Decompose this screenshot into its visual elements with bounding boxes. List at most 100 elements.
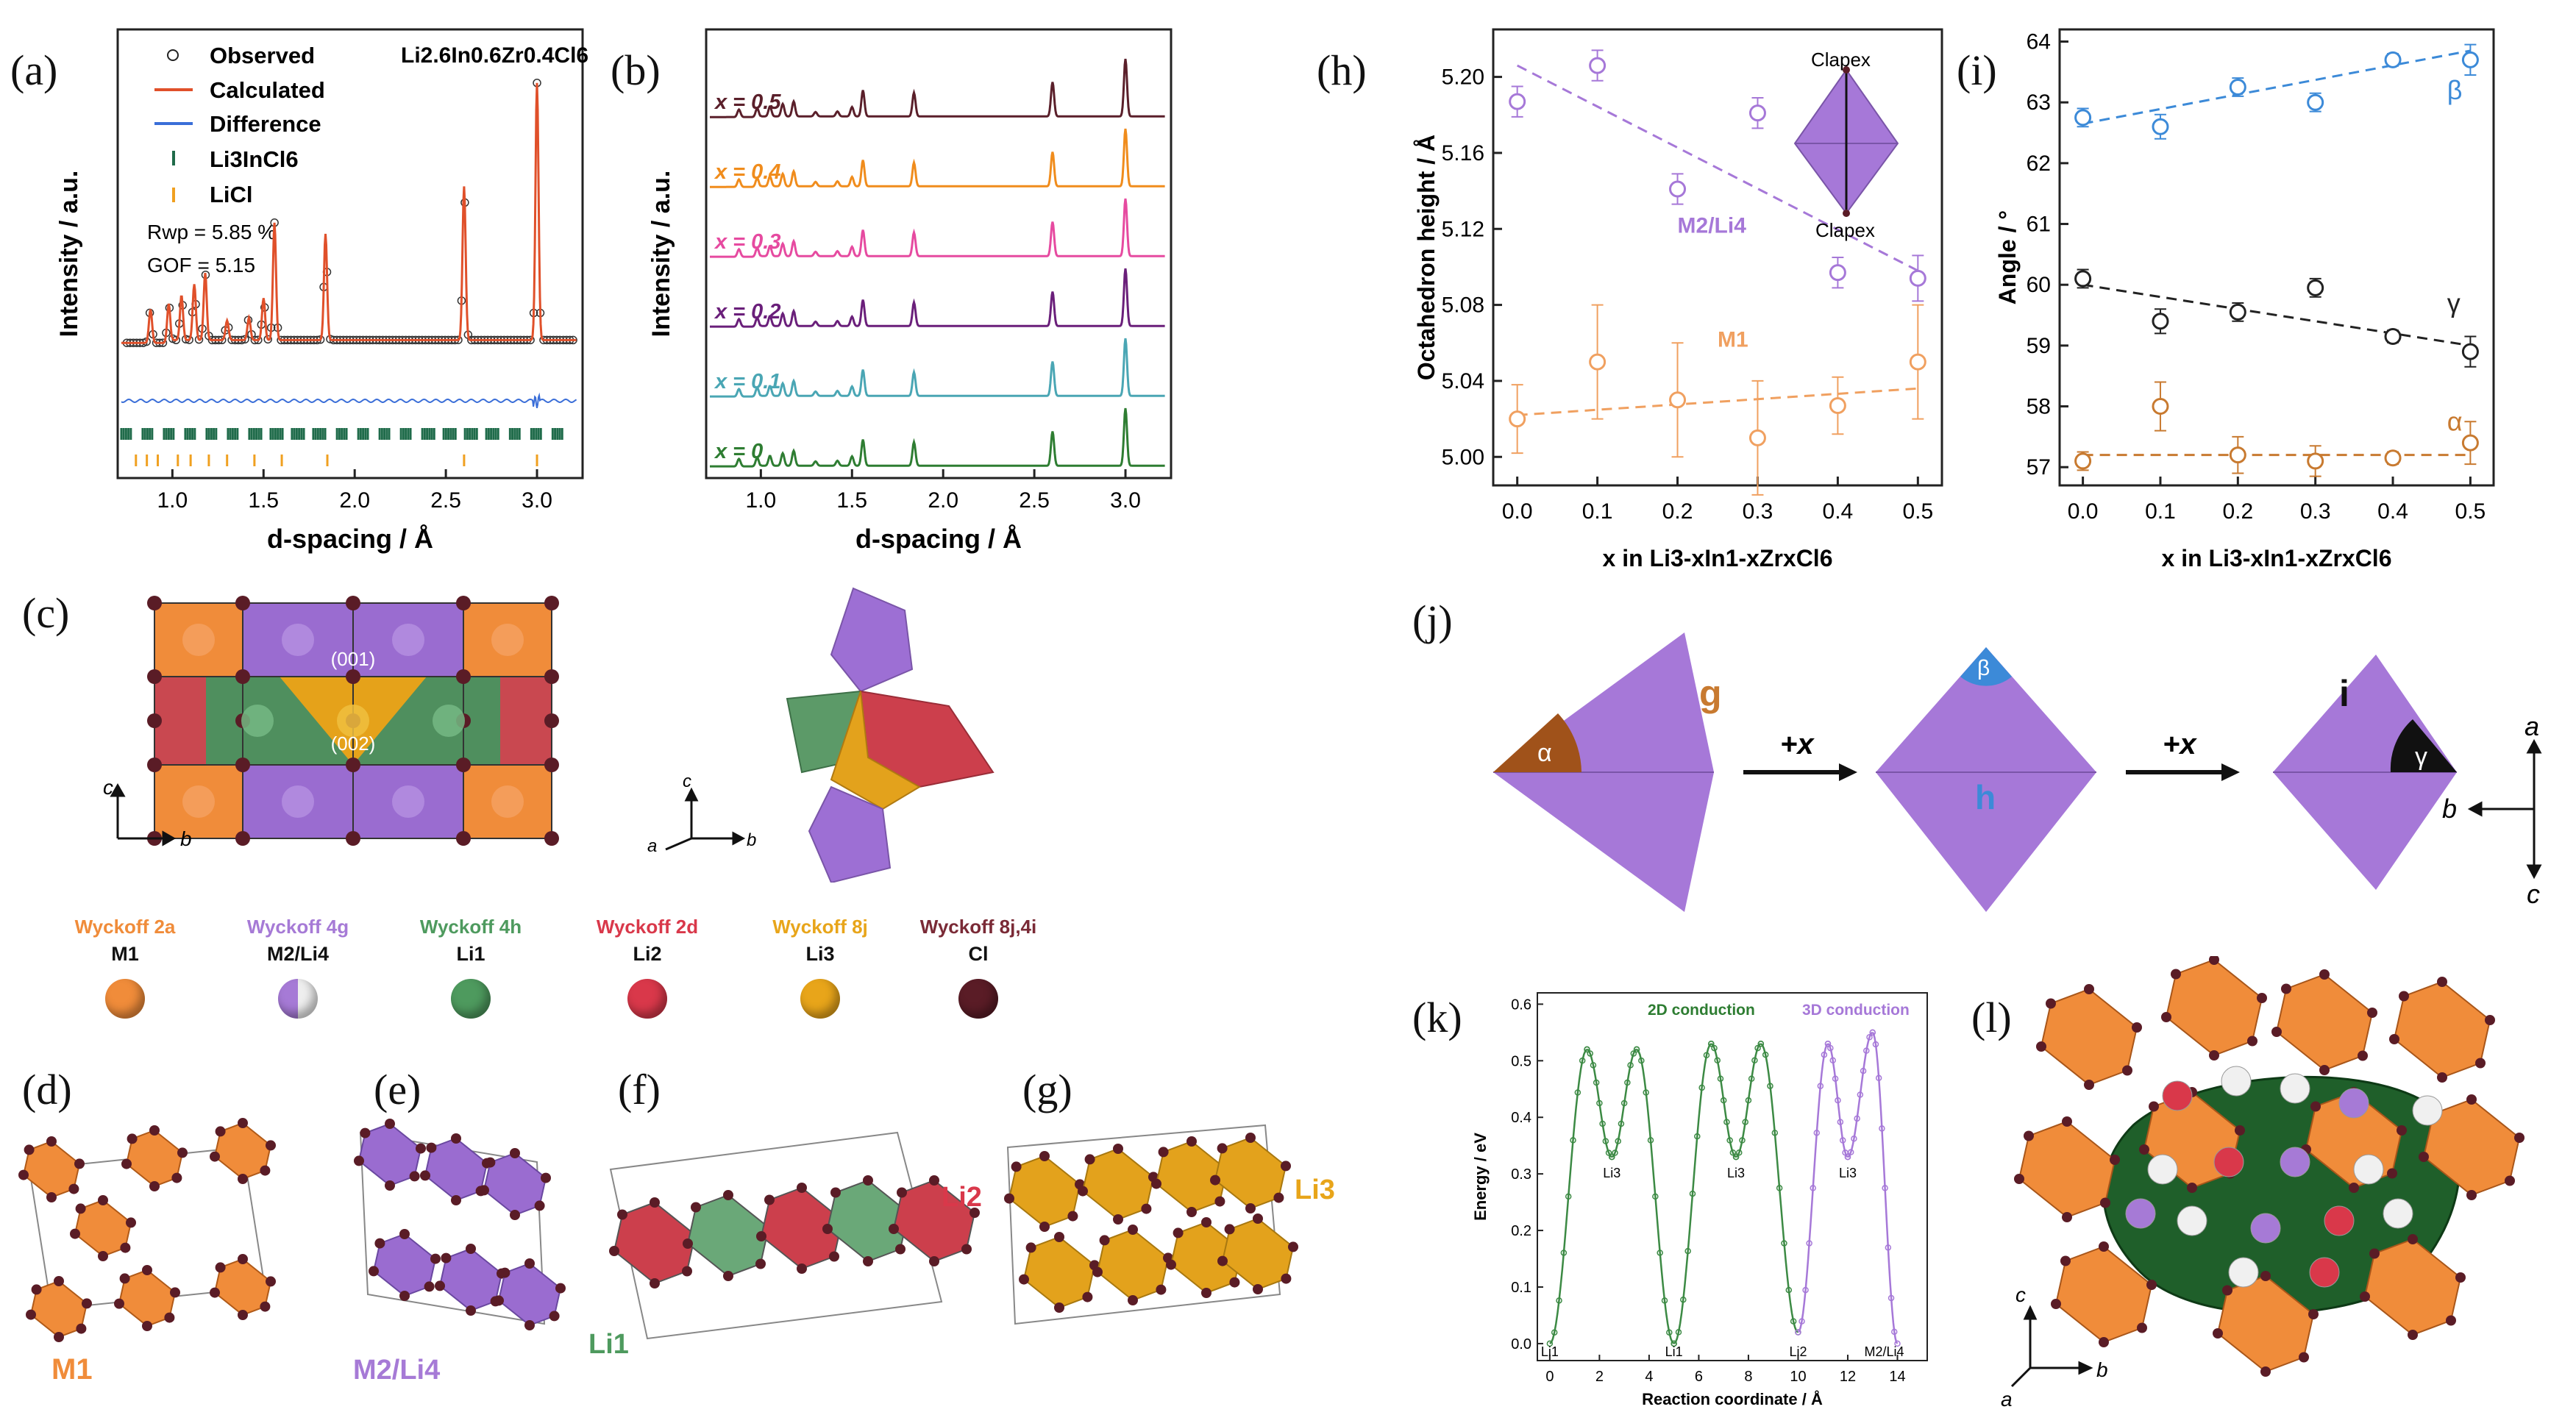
h-clapex-top: Clapex	[1811, 49, 1871, 71]
wyckoff-li3: Wyckoff 8j Li3	[736, 916, 905, 1019]
ytick: 0.6	[1511, 997, 1531, 1013]
c-axis-c: c	[103, 776, 113, 799]
d-label: M1	[51, 1353, 93, 1386]
energy-curve	[1871, 1032, 1899, 1344]
xtick-b: 2.0	[928, 488, 958, 513]
ytick: 5.20	[1442, 65, 1484, 90]
gamma-angle-marker	[2390, 719, 2457, 772]
xtick: 0.5	[2455, 499, 2486, 524]
data-point	[1748, 104, 1766, 122]
j-letter-i: i	[2339, 673, 2349, 714]
xtick: 0.2	[2222, 499, 2253, 524]
j-axis-a: a	[2525, 711, 2539, 741]
ytick: 5.12	[1442, 217, 1484, 241]
xtick-a: 2.5	[430, 488, 461, 513]
legend-observed: Observed	[210, 43, 315, 68]
xtick: 0.3	[2300, 499, 2331, 524]
ytick: 61	[2027, 213, 2051, 237]
energy-curve	[1636, 1048, 1675, 1344]
panel-k-energy-profile: Energy / eV Reaction coordinate / Å 2D c…	[1471, 992, 1928, 1408]
xtick: 0.0	[2068, 499, 2099, 524]
xtick-b: 3.0	[1110, 488, 1141, 513]
f-li2-label: Li2	[942, 1182, 982, 1213]
site-label: Li3	[1727, 1166, 1745, 1180]
data-point	[1829, 264, 1846, 282]
xrd-series-line	[710, 198, 1165, 258]
observed-point	[194, 335, 204, 344]
j-axis-b: b	[2442, 794, 2457, 824]
data-point	[1509, 93, 1526, 110]
data-point	[2461, 434, 2479, 452]
l-axis-c: c	[2015, 1283, 2026, 1306]
xtick-a: 3.0	[522, 488, 552, 513]
ytick: 0.3	[1511, 1166, 1531, 1183]
l-axis-b: b	[2096, 1358, 2108, 1381]
xtick: 0.0	[1502, 499, 1533, 524]
c-axis-b2: b	[747, 830, 756, 850]
series-label-angle: α	[2447, 407, 2463, 437]
calculated-line	[121, 82, 577, 344]
data-point	[1909, 269, 1926, 287]
ytick: 5.08	[1442, 293, 1484, 318]
xtick: 0.2	[1662, 499, 1693, 524]
energy-curve	[1847, 1031, 1874, 1158]
panel-label-f: (f)	[618, 1066, 661, 1113]
panel-label-h: (h)	[1317, 46, 1367, 94]
energy-curve	[1549, 1048, 1588, 1344]
panel-label-l: (l)	[1971, 994, 2012, 1041]
fit-line	[2082, 283, 2471, 347]
ytick: 63	[2027, 90, 2051, 115]
data-point	[2152, 118, 2169, 135]
j-arrow2: +x	[2163, 728, 2197, 760]
g-label: Li3	[1295, 1175, 1335, 1205]
ytick: 59	[2027, 334, 2051, 358]
data-point	[2229, 446, 2246, 464]
a-ylabel: Intensity / a.u.	[55, 171, 83, 338]
j-arrow1: +x	[1780, 728, 1815, 760]
plane-002: (002)	[331, 733, 376, 755]
energy-curve	[1797, 1043, 1829, 1333]
data-point	[1748, 429, 1766, 446]
li1-atom-icon	[451, 979, 491, 1019]
panel-a-refinement-plot: Intensity / a.u. d-spacing / Å 1.0 1.5 2.0…	[55, 28, 588, 554]
xtick: 8	[1744, 1369, 1752, 1385]
xtick: 14	[1889, 1369, 1905, 1385]
energy-curve	[1611, 1048, 1637, 1158]
j-letter-g: g	[1699, 673, 1722, 714]
h-clapex-bottom: Clapex	[1815, 219, 1875, 241]
data-point	[1509, 410, 1526, 428]
xtick: 6	[1695, 1369, 1703, 1385]
wyckoff-cl: Wyckoff 8j,4i Cl	[894, 916, 1063, 1019]
ytick: 60	[2027, 273, 2051, 297]
xtick: 0.1	[2145, 499, 2176, 524]
li2-atom-icon	[627, 979, 667, 1019]
ytick: 57	[2027, 455, 2051, 480]
b-ylabel: Intensity / a.u.	[647, 171, 675, 338]
panel-l-conduction-network: c a b	[2001, 956, 2525, 1411]
ytick: 0.5	[1511, 1053, 1531, 1069]
wyckoff-li1: Wyckoff 4h Li1	[386, 916, 555, 1019]
data-point	[2461, 343, 2479, 360]
a-formula: Li2.6In0.6Zr0.4Cl6	[401, 43, 588, 68]
xrd-series-line	[710, 128, 1165, 188]
k-ylabel: Energy / eV	[1471, 1133, 1490, 1221]
panel-label-i: (i)	[1957, 46, 1997, 94]
a-xlabel: d-spacing / Å	[267, 524, 433, 554]
ytick: 5.04	[1442, 369, 1484, 393]
xrd-series-line	[710, 58, 1165, 118]
data-point	[2074, 109, 2092, 126]
alpha-angle-marker	[1493, 713, 1581, 772]
panel-label-b: (b)	[611, 46, 661, 94]
xtick: 12	[1840, 1369, 1856, 1385]
data-point	[2307, 93, 2324, 111]
data-point	[2074, 270, 2092, 288]
data-point	[1589, 353, 1607, 371]
f-li1-label: Li1	[588, 1329, 629, 1360]
data-point	[1669, 180, 1687, 198]
data-point	[1669, 391, 1687, 409]
li3-atom-icon	[800, 979, 840, 1019]
xrd-series-label: x = 0.2	[714, 300, 781, 324]
panel-g-li3-structure: Li3	[1004, 1124, 1335, 1325]
fit-line	[1517, 387, 1918, 416]
difference-line	[121, 392, 577, 408]
